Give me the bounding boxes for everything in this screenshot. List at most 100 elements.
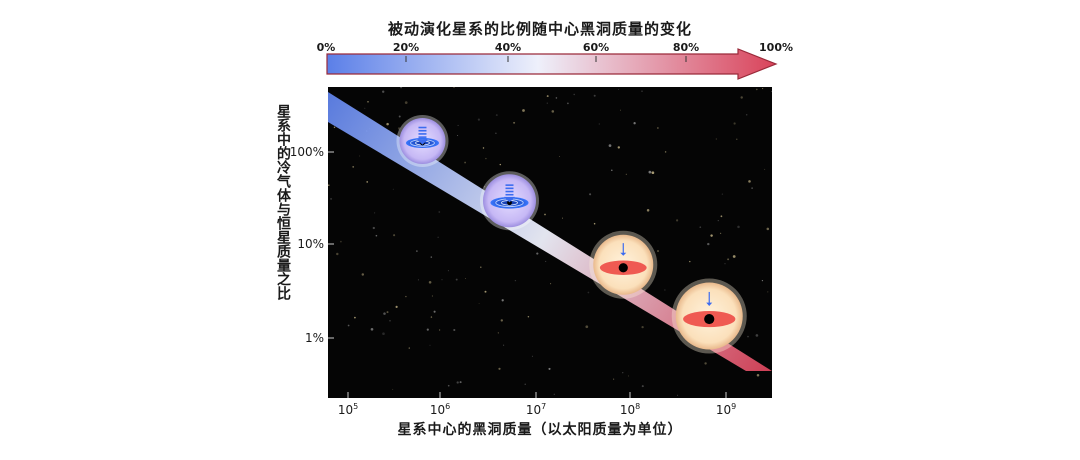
star xyxy=(717,220,719,222)
star xyxy=(707,242,710,246)
star xyxy=(456,381,459,384)
star xyxy=(433,310,436,313)
x-tick-base: 10 xyxy=(525,403,542,417)
star xyxy=(366,181,369,183)
x-tick-label: 109 xyxy=(716,402,736,417)
star xyxy=(429,344,431,346)
x-tick-label: 105 xyxy=(338,402,358,417)
star xyxy=(657,250,659,252)
x-tick-label: 106 xyxy=(430,402,450,417)
star xyxy=(484,186,486,188)
star xyxy=(747,335,749,338)
star xyxy=(405,295,407,298)
star xyxy=(559,156,560,157)
star xyxy=(408,347,410,349)
star xyxy=(459,381,462,384)
star xyxy=(710,234,713,237)
star xyxy=(480,266,482,269)
star xyxy=(715,138,717,140)
star xyxy=(498,367,501,370)
galaxy-marker xyxy=(479,171,539,231)
star xyxy=(398,115,401,118)
star xyxy=(755,88,758,91)
star xyxy=(740,96,743,99)
star xyxy=(536,252,539,255)
star xyxy=(455,278,458,281)
x-tick-base: 10 xyxy=(337,403,354,417)
star xyxy=(370,327,374,331)
star xyxy=(431,295,433,297)
star xyxy=(400,87,403,89)
star xyxy=(428,281,432,284)
star xyxy=(513,121,516,124)
star xyxy=(330,197,333,200)
x-tick-label: 108 xyxy=(620,402,640,417)
inflow-arrows xyxy=(416,126,428,145)
star xyxy=(478,303,480,305)
star xyxy=(657,127,659,129)
y-tick-label: 100% xyxy=(289,145,324,159)
star xyxy=(704,362,707,365)
inflow-arrows xyxy=(706,291,713,307)
star xyxy=(397,127,401,130)
star xyxy=(417,279,419,281)
star xyxy=(499,163,502,166)
star xyxy=(464,161,467,164)
star xyxy=(593,222,596,225)
star xyxy=(484,290,487,293)
star xyxy=(375,234,378,237)
star xyxy=(611,169,613,172)
star xyxy=(438,329,441,331)
star xyxy=(736,138,738,140)
star xyxy=(457,134,459,137)
y-tick-label: 10% xyxy=(297,237,324,251)
star xyxy=(641,385,644,388)
star xyxy=(766,227,770,231)
star xyxy=(430,256,433,258)
x-axis-label: 星系中心的黑洞质量（以太阳质量为单位） xyxy=(397,422,683,438)
star xyxy=(761,279,764,282)
x-tick-base: 10 xyxy=(715,403,732,417)
star xyxy=(485,157,487,160)
star xyxy=(561,217,564,219)
star xyxy=(608,144,612,147)
colorbar-ticks xyxy=(405,56,687,62)
star xyxy=(524,383,526,385)
x-tick-base: 10 xyxy=(619,403,636,417)
star xyxy=(545,260,547,262)
star xyxy=(367,100,369,103)
star xyxy=(392,388,394,390)
plot-area xyxy=(328,87,772,398)
colorbar-tick-label: 20% xyxy=(392,41,420,54)
star xyxy=(514,279,517,282)
star xyxy=(328,184,330,186)
evolution-arrow xyxy=(328,92,772,371)
star xyxy=(567,102,569,105)
star xyxy=(386,122,389,126)
star xyxy=(382,332,385,335)
star xyxy=(465,277,466,279)
star xyxy=(546,95,549,98)
star xyxy=(497,332,499,334)
star xyxy=(633,122,636,125)
star xyxy=(389,320,391,322)
star xyxy=(622,372,624,374)
y-axis-label: 星系中的冷气体与恒星质量之比 xyxy=(275,104,291,300)
star xyxy=(593,94,596,97)
x-tick-label: 107 xyxy=(526,402,546,417)
star xyxy=(689,260,691,263)
star xyxy=(648,170,652,174)
star xyxy=(495,132,497,134)
star xyxy=(482,147,485,149)
colorbar-tick-label: 100% xyxy=(759,41,793,54)
star xyxy=(748,180,751,183)
star xyxy=(555,97,558,99)
star xyxy=(527,316,530,318)
star xyxy=(745,114,748,116)
star xyxy=(732,255,736,258)
x-tick-exponent: 7 xyxy=(541,402,547,411)
star xyxy=(340,240,342,243)
star xyxy=(495,114,498,117)
star xyxy=(613,378,615,380)
colorbar-tick-label: 80% xyxy=(672,41,700,54)
